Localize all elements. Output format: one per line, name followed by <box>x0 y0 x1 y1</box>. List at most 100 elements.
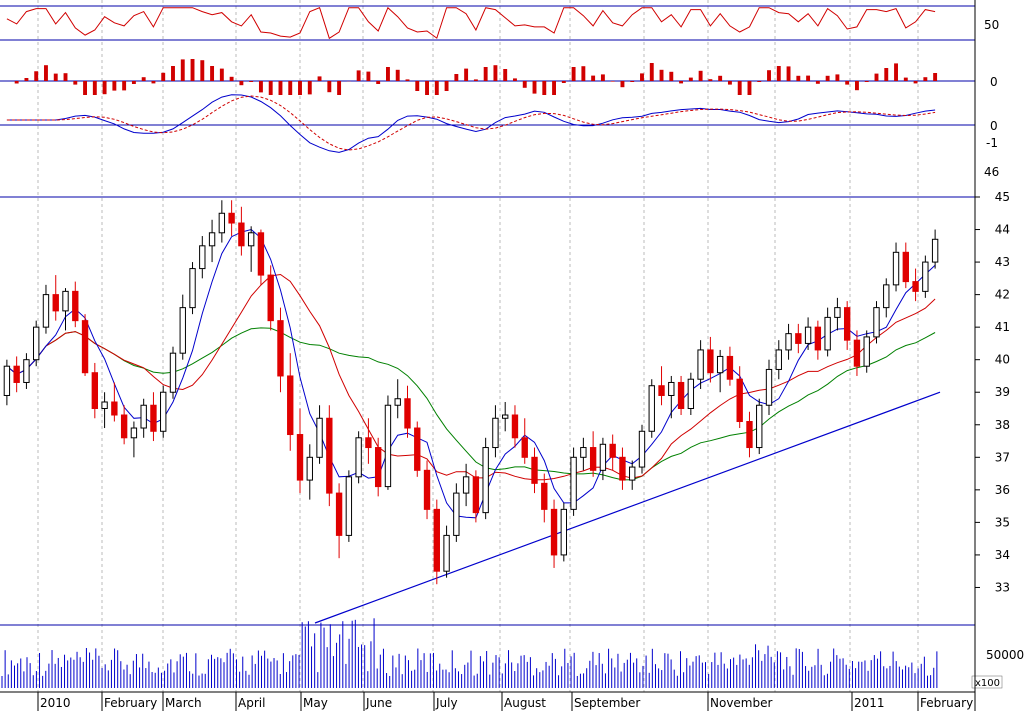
candle-body <box>345 476 353 536</box>
candle-body <box>834 307 841 318</box>
candle-body <box>169 352 177 393</box>
candle-body <box>785 333 792 351</box>
candle-body <box>62 290 69 312</box>
candle-body <box>443 534 450 572</box>
candle-body <box>560 508 568 556</box>
price-tick-label: 40 <box>995 353 1010 367</box>
candle-body <box>296 434 304 481</box>
candle-body <box>873 307 880 338</box>
histogram-tick-label: 0 <box>990 75 998 89</box>
candle-body <box>13 365 20 383</box>
x-tick-label: March <box>165 696 202 710</box>
candle-body <box>335 492 343 536</box>
candle-body <box>111 401 118 416</box>
candle-body <box>91 372 99 410</box>
candle-body <box>3 365 11 396</box>
candle-body <box>228 212 235 224</box>
candle-body <box>629 466 636 481</box>
candle-body <box>677 381 685 410</box>
price-tick-label: 38 <box>995 418 1010 432</box>
candle-body <box>619 456 626 481</box>
price-tick-label: 44 <box>995 223 1010 237</box>
moving-average-mid <box>6 273 936 481</box>
volume-bars <box>1 618 938 688</box>
candle-body <box>863 336 870 367</box>
candle-body <box>179 307 186 354</box>
x-tick-label: April <box>238 696 265 710</box>
signal-line <box>6 95 936 151</box>
candle-body <box>550 508 558 556</box>
candle-body <box>922 261 929 292</box>
candle-body <box>638 430 646 468</box>
candle-body <box>326 417 333 494</box>
candle-body <box>365 437 372 449</box>
candle-body <box>883 284 890 309</box>
price-tick-label: 35 <box>995 515 1010 529</box>
volume-panel: 50000 x100 <box>1 618 1024 689</box>
candle-body <box>931 238 939 263</box>
candle-body <box>52 294 59 312</box>
candle-body <box>912 281 919 292</box>
candle-body <box>599 443 607 471</box>
candle-body <box>150 404 157 432</box>
x-tick-label: June <box>365 696 392 710</box>
candle-body <box>746 421 753 449</box>
candle-body <box>756 404 763 449</box>
candle-body <box>72 290 79 322</box>
candle-body <box>521 437 528 458</box>
candle-body <box>472 476 480 514</box>
macd-panel: 0 -1 46 <box>0 94 999 179</box>
candle-body <box>658 385 665 396</box>
candle-body <box>726 355 734 380</box>
candle-body <box>414 427 421 471</box>
price-tick-label: 43 <box>995 255 1010 269</box>
candle-body <box>267 274 274 322</box>
candle-body <box>531 456 538 484</box>
candle-body <box>668 381 675 396</box>
candle-body <box>316 417 323 458</box>
candle-body <box>541 482 548 510</box>
price-tick-label: 34 <box>995 548 1010 562</box>
moving-average-long <box>6 327 936 481</box>
x-tick-label: November <box>710 696 772 710</box>
candle-body <box>707 349 714 374</box>
candle-body <box>101 401 108 410</box>
candle-body <box>511 414 519 439</box>
histogram-bars <box>14 59 938 95</box>
macd-tick-zero: 0 <box>990 119 998 133</box>
volume-unit-label: x100 <box>975 678 1000 689</box>
price-tick-label: 41 <box>995 320 1010 334</box>
x-tick-label: February <box>920 696 973 710</box>
macd-line <box>6 94 936 153</box>
candle-body <box>208 232 216 247</box>
candle-body <box>736 378 743 423</box>
candle-body <box>804 326 812 344</box>
candle-body <box>824 316 831 351</box>
candle-body <box>130 427 138 439</box>
candle-body <box>648 385 655 432</box>
candle-body <box>23 359 30 383</box>
price-panel: 33 34 35 36 37 38 39 40 41 42 43 44 45 <box>0 190 1010 626</box>
x-tick-label: July <box>435 696 458 710</box>
candle-body <box>843 307 851 341</box>
candle-body <box>765 368 773 406</box>
x-tick-label: 2011 <box>854 696 885 710</box>
candle-body <box>120 414 128 439</box>
rsi-tick-label: 50 <box>984 18 999 32</box>
candle-body <box>160 391 167 432</box>
candle-body <box>81 320 89 374</box>
price-tick-label: 37 <box>995 450 1010 464</box>
candle-body <box>502 414 509 419</box>
x-tick-label: February <box>104 696 157 710</box>
x-tick-label: May <box>303 696 328 710</box>
candle-body <box>462 476 470 494</box>
x-tick-label: September <box>574 696 640 710</box>
candle-body <box>404 398 411 429</box>
candle-body <box>199 245 206 270</box>
candle-body <box>287 375 294 436</box>
candle-body <box>687 378 695 410</box>
macd-tick-minus-one: -1 <box>986 136 998 150</box>
x-tick-label: August <box>504 696 546 710</box>
candle-body <box>853 339 861 367</box>
